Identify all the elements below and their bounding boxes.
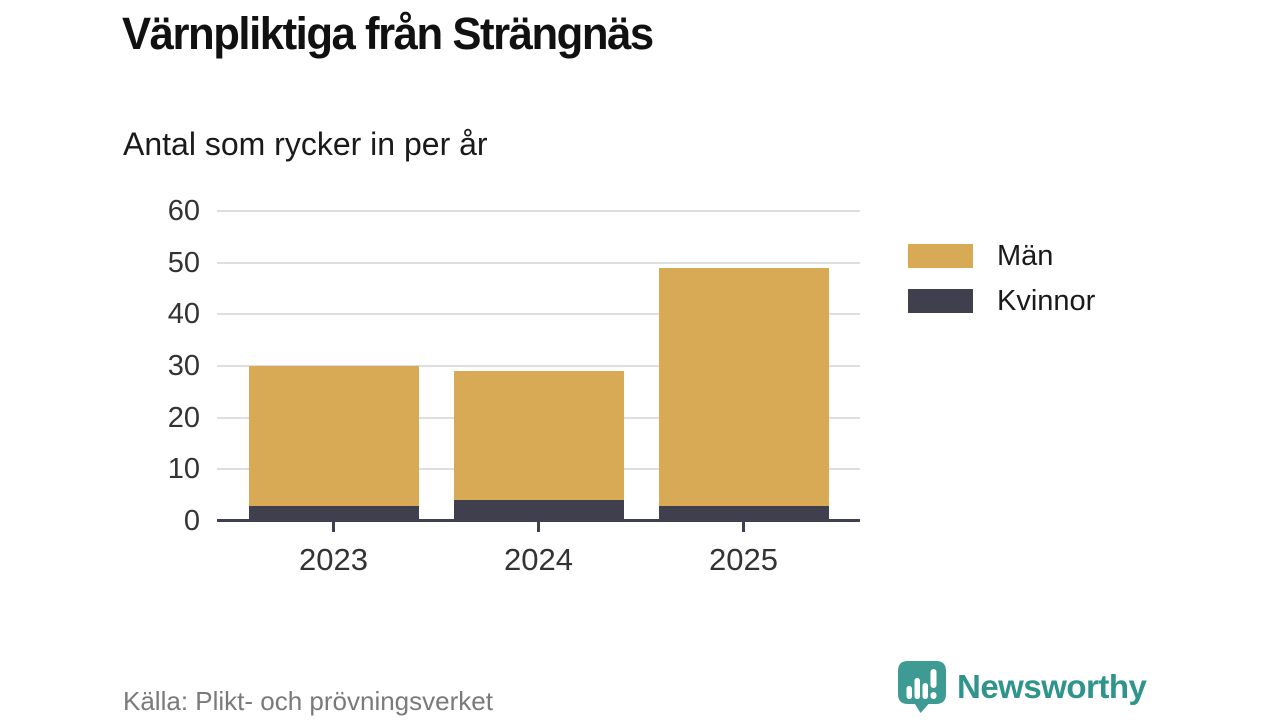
bar-segment-män-2024 [453,371,624,501]
x-axis-line [217,519,860,522]
y-axis-tick-label-50: 50 [167,246,200,279]
chart-title: Värnpliktiga från Strängnäs [122,8,654,59]
y-axis-tick-label-40: 40 [167,298,200,331]
legend-item-women: Kvinnor [908,285,1095,317]
legend-swatch-women [908,289,973,313]
y-axis-tick-label-60: 60 [167,195,200,227]
bar-chart-plot-area: 2023 2024 2025 [217,210,860,577]
bar-segment-män-2023 [248,366,419,506]
y-axis-tick-label-0: 0 [183,505,200,537]
legend-label-men: Män [997,239,1054,272]
legend-swatch-men [908,244,973,268]
bar-segment-kvinnor-2025 [658,505,829,521]
legend-item-men: Män [908,240,1095,272]
newsworthy-wordmark: Newsworthy [957,667,1147,705]
gridline-30 [217,365,860,367]
source-note: Källa: Plikt- och prövningsverket [123,686,493,716]
y-axis-tick-label-10: 10 [167,453,200,486]
gridline-60 [217,210,860,212]
bar-segment-män-2025 [658,267,829,506]
chart-subtitle: Antal som rycker in per år [123,126,488,162]
bar-segment-kvinnor-2023 [248,505,419,521]
y-axis-tick-label-20: 20 [167,401,200,434]
x-axis-tick-label-2024: 2024 [504,542,573,577]
y-axis-labels: 0 10 20 30 40 50 60 [100,195,200,537]
x-axis-tick-label-2025: 2025 [709,542,778,577]
legend-label-women: Kvinnor [997,284,1096,317]
x-axis-tick-label-2023: 2023 [299,542,368,577]
legend: Män Kvinnor [908,240,1095,334]
x-axis-tick-2025 [742,522,745,532]
x-axis-tick-2023 [332,522,335,532]
gridline-40 [217,313,860,316]
newsworthy-speech-bubble-chart-icon [898,661,946,713]
x-axis-tick-2024 [537,522,540,532]
bar-segment-kvinnor-2024 [453,500,624,521]
gridline-50 [217,261,860,264]
y-axis-tick-label-30: 30 [167,350,200,382]
newsworthy-logo: Newsworthy [897,660,1147,713]
